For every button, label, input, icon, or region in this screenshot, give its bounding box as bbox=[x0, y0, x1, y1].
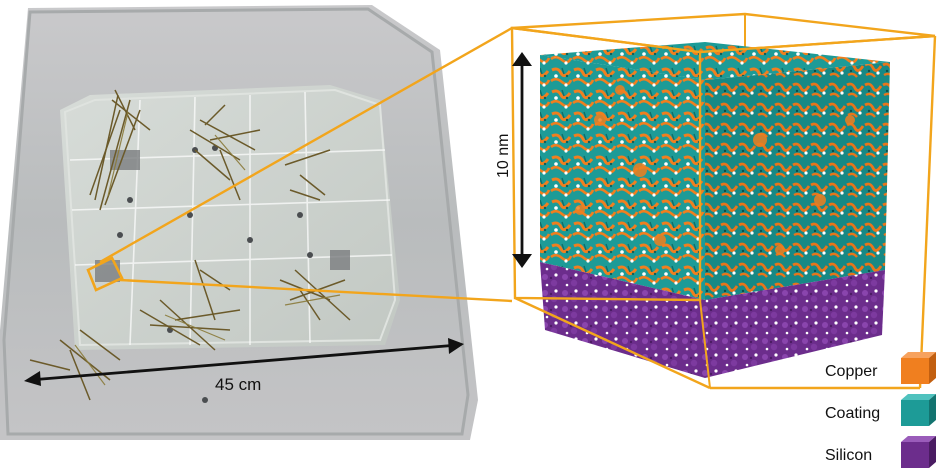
legend-label: Coating bbox=[825, 405, 880, 422]
silicon-swatch-icon bbox=[901, 442, 929, 468]
coating-swatch-icon bbox=[901, 400, 929, 426]
zoom-line-top bbox=[99, 26, 513, 264]
legend: Copper Coating Silicon bbox=[825, 352, 936, 468]
arrowhead-right-icon bbox=[448, 338, 464, 354]
arrowhead-left-icon bbox=[24, 371, 41, 386]
simulation-cube bbox=[510, 12, 937, 390]
width-scale-label: 45 cm bbox=[215, 375, 261, 394]
zoom-line-bottom bbox=[119, 278, 513, 303]
tub-photo bbox=[0, 5, 478, 440]
silicon-layer-right bbox=[705, 270, 885, 378]
arrowhead-down-icon bbox=[512, 254, 532, 268]
legend-label: Silicon bbox=[825, 447, 872, 464]
legend-label: Copper bbox=[825, 363, 878, 380]
height-scale-label: 10 nm bbox=[495, 134, 512, 178]
copper-swatch-icon bbox=[901, 358, 929, 384]
arrowhead-up-icon bbox=[512, 52, 532, 66]
width-scale-arrow bbox=[29, 343, 459, 382]
zoom-callout bbox=[86, 26, 513, 303]
water-surface bbox=[60, 85, 400, 350]
legend-item-copper: Copper bbox=[825, 352, 936, 384]
cube-right-face bbox=[705, 62, 890, 300]
cube-top-face bbox=[540, 42, 890, 80]
width-scale: 45 cm bbox=[24, 338, 464, 394]
legend-item-coating: Coating bbox=[825, 394, 936, 426]
silicon-layer-front bbox=[540, 262, 705, 378]
legend-item-silicon: Silicon bbox=[825, 436, 936, 468]
height-scale: 10 nm bbox=[495, 52, 532, 268]
sediment-dots bbox=[117, 145, 313, 403]
sample-highlight-box bbox=[86, 256, 124, 292]
